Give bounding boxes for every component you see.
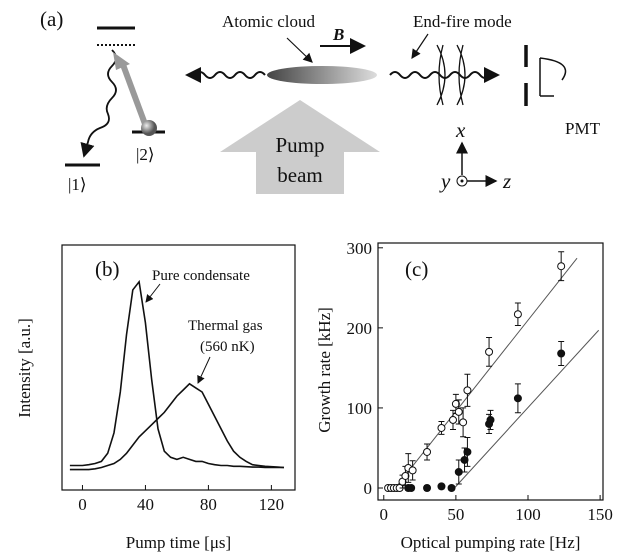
point — [557, 262, 566, 271]
point — [486, 415, 495, 424]
annotation: (560 nK) — [200, 339, 255, 355]
y-tick-label: 300 — [347, 239, 373, 258]
trace — [69, 279, 284, 469]
x-tick-label: 50 — [447, 505, 464, 524]
axis-name: x — [455, 118, 466, 142]
level-label: |1⟩ — [68, 175, 87, 194]
y-tick-label: 100 — [347, 399, 373, 418]
axis-name: z — [502, 169, 511, 193]
label: beam — [277, 163, 322, 187]
pump-beam — [220, 100, 380, 194]
lenses — [436, 44, 466, 106]
label: End-fire mode — [413, 12, 512, 31]
point — [460, 455, 469, 464]
x-tick-label: 0 — [78, 495, 87, 514]
point — [463, 447, 472, 456]
pointer — [197, 356, 211, 384]
point — [513, 394, 522, 403]
point — [557, 349, 566, 358]
point — [408, 466, 417, 475]
panel-a: (a) |1⟩ |2⟩ Atomic cloud B End-fire mode… — [40, 7, 601, 194]
x-tick-label: 40 — [137, 495, 154, 514]
point — [463, 386, 472, 395]
x-axis-label: Optical pumping rate [Hz] — [401, 533, 581, 552]
plot-frame — [377, 242, 604, 501]
label: PMT — [565, 119, 601, 138]
point — [437, 423, 446, 432]
atom — [141, 120, 157, 136]
y-axis-label: Growth rate [kHz] — [315, 307, 334, 433]
y-axis-label: Intensity [a.u.] — [15, 318, 34, 418]
point — [437, 482, 446, 491]
atomic-cloud — [267, 66, 377, 84]
emission-left — [185, 67, 266, 83]
arrow-head — [113, 52, 130, 70]
pointer — [145, 283, 161, 303]
plot-frame — [61, 244, 296, 491]
panel-label: (b) — [95, 257, 120, 281]
point — [454, 407, 463, 416]
label: B — [332, 25, 344, 44]
point — [459, 418, 468, 427]
x-tick-label: 0 — [380, 505, 389, 524]
label: Pump — [275, 133, 324, 157]
detector — [539, 57, 567, 97]
axis-out — [456, 175, 468, 187]
trace — [69, 382, 285, 471]
annotation: Thermal gas — [188, 318, 263, 334]
axis-name: y — [439, 169, 451, 193]
annotation: Pure condensate — [152, 268, 250, 284]
axis-dot — [460, 179, 464, 183]
point — [401, 471, 410, 480]
emission-right — [389, 67, 500, 83]
point — [485, 347, 494, 356]
point — [454, 467, 463, 476]
y-tick-label: 0 — [364, 479, 373, 498]
point — [423, 447, 432, 456]
pointer — [286, 37, 313, 63]
point — [451, 399, 460, 408]
wavy-arrow — [80, 49, 117, 158]
x-tick-label: 100 — [515, 505, 541, 524]
pump-arrow — [119, 60, 148, 126]
point — [407, 483, 416, 492]
x-tick-label: 120 — [259, 495, 285, 514]
panel-label: (c) — [405, 257, 428, 281]
panel-label: (a) — [40, 7, 63, 31]
label: Atomic cloud — [222, 12, 316, 31]
pointer — [411, 33, 429, 59]
point — [513, 310, 522, 319]
x-axis-label: Pump time [μs] — [126, 533, 231, 552]
point — [447, 483, 456, 492]
point — [423, 483, 432, 492]
y-tick-label: 200 — [347, 319, 373, 338]
fit-line — [454, 329, 600, 489]
x-tick-label: 80 — [200, 495, 217, 514]
level-label: |2⟩ — [136, 145, 155, 164]
point — [449, 415, 457, 424]
x-tick-label: 150 — [587, 505, 613, 524]
